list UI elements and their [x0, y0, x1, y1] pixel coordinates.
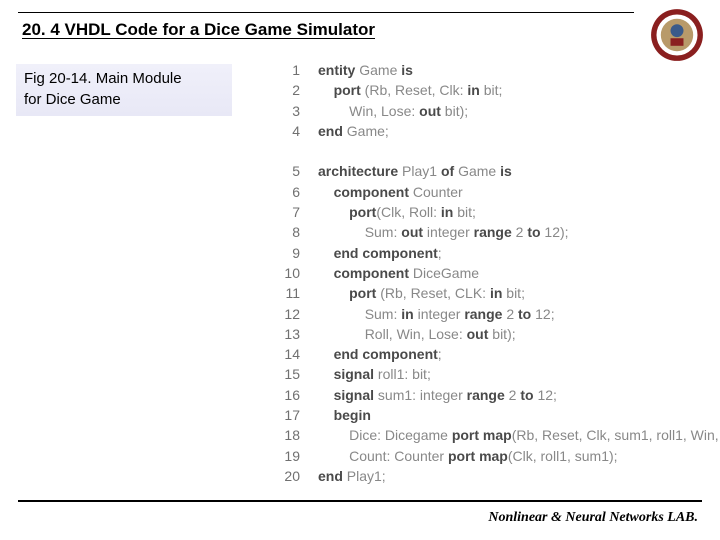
line-number: 3 — [278, 101, 318, 121]
code-text: port(Clk, Roll: in bit; — [318, 202, 476, 222]
code-line: 5architecture Play1 of Game is — [278, 161, 720, 181]
figure-caption: Fig 20-14. Main Module for Dice Game — [16, 64, 232, 116]
code-line: 9 end component; — [278, 243, 720, 263]
code-line: 13 Roll, Win, Lose: out bit); — [278, 324, 720, 344]
code-line: 2 port (Rb, Reset, Clk: in bit; — [278, 80, 720, 100]
code-line: 7 port(Clk, Roll: in bit; — [278, 202, 720, 222]
line-number: 20 — [278, 466, 318, 486]
code-line: 1entity Game is — [278, 60, 720, 80]
code-line: 19 Count: Counter port map(Clk, roll1, s… — [278, 446, 720, 466]
line-number: 10 — [278, 263, 318, 283]
code-text: Dice: Dicegame port map(Rb, Reset, Clk, … — [318, 425, 720, 445]
code-line: 12 Sum: in integer range 2 to 12; — [278, 304, 720, 324]
code-text: port (Rb, Reset, CLK: in bit; — [318, 283, 525, 303]
line-number: 12 — [278, 304, 318, 324]
code-line: 14 end component; — [278, 344, 720, 364]
line-number: 18 — [278, 425, 318, 445]
line-number: 5 — [278, 161, 318, 181]
code-text: signal sum1: integer range 2 to 12; — [318, 385, 557, 405]
line-number: 8 — [278, 222, 318, 242]
code-text: component DiceGame — [318, 263, 479, 283]
code-line: 3 Win, Lose: out bit); — [278, 101, 720, 121]
code-line: 15 signal roll1: bit; — [278, 364, 720, 384]
code-line: 20end Play1; — [278, 466, 720, 486]
code-text: Win, Lose: out bit); — [318, 101, 468, 121]
code-line: 6 component Counter — [278, 182, 720, 202]
footer-label: Nonlinear & Neural Networks LAB. — [488, 510, 698, 526]
vhdl-code-listing: 1entity Game is2 port (Rb, Reset, Clk: i… — [278, 60, 720, 486]
code-text: port (Rb, Reset, Clk: in bit; — [318, 80, 502, 100]
code-text: Count: Counter port map(Clk, roll1, sum1… — [318, 446, 618, 466]
code-text: Sum: out integer range 2 to 12); — [318, 222, 569, 242]
code-text: entity Game is — [318, 60, 413, 80]
code-text: end Game; — [318, 121, 389, 141]
line-number: 14 — [278, 344, 318, 364]
line-number: 7 — [278, 202, 318, 222]
code-line: 10 component DiceGame — [278, 263, 720, 283]
line-number: 19 — [278, 446, 318, 466]
code-line: 18 Dice: Dicegame port map(Rb, Reset, Cl… — [278, 425, 720, 445]
page-title: 20. 4 VHDL Code for a Dice Game Simulato… — [22, 20, 375, 40]
code-text: Roll, Win, Lose: out bit); — [318, 324, 516, 344]
code-text: signal roll1: bit; — [318, 364, 431, 384]
code-text: component Counter — [318, 182, 463, 202]
code-line: 8 Sum: out integer range 2 to 12); — [278, 222, 720, 242]
code-text: architecture Play1 of Game is — [318, 161, 512, 181]
code-line: 4end Game; — [278, 121, 720, 141]
footer-rule — [18, 500, 702, 502]
code-line: 17 begin — [278, 405, 720, 425]
line-number: 1 — [278, 60, 318, 80]
line-number: 6 — [278, 182, 318, 202]
caption-line: Fig 20-14. Main Module — [24, 68, 224, 89]
code-text: Sum: in integer range 2 to 12; — [318, 304, 555, 324]
header-rule — [18, 12, 634, 13]
line-number: 11 — [278, 283, 318, 303]
line-number: 13 — [278, 324, 318, 344]
line-number: 15 — [278, 364, 318, 384]
code-text: begin — [318, 405, 371, 425]
code-blank-line — [278, 141, 720, 161]
code-line: 11 port (Rb, Reset, CLK: in bit; — [278, 283, 720, 303]
code-text: end Play1; — [318, 466, 386, 486]
line-number: 9 — [278, 243, 318, 263]
code-text: end component; — [318, 243, 442, 263]
caption-line: for Dice Game — [24, 89, 224, 110]
line-number: 17 — [278, 405, 318, 425]
university-logo — [650, 8, 704, 62]
line-number: 16 — [278, 385, 318, 405]
code-line: 16 signal sum1: integer range 2 to 12; — [278, 385, 720, 405]
line-number: 4 — [278, 121, 318, 141]
line-number: 2 — [278, 80, 318, 100]
code-text: end component; — [318, 344, 442, 364]
